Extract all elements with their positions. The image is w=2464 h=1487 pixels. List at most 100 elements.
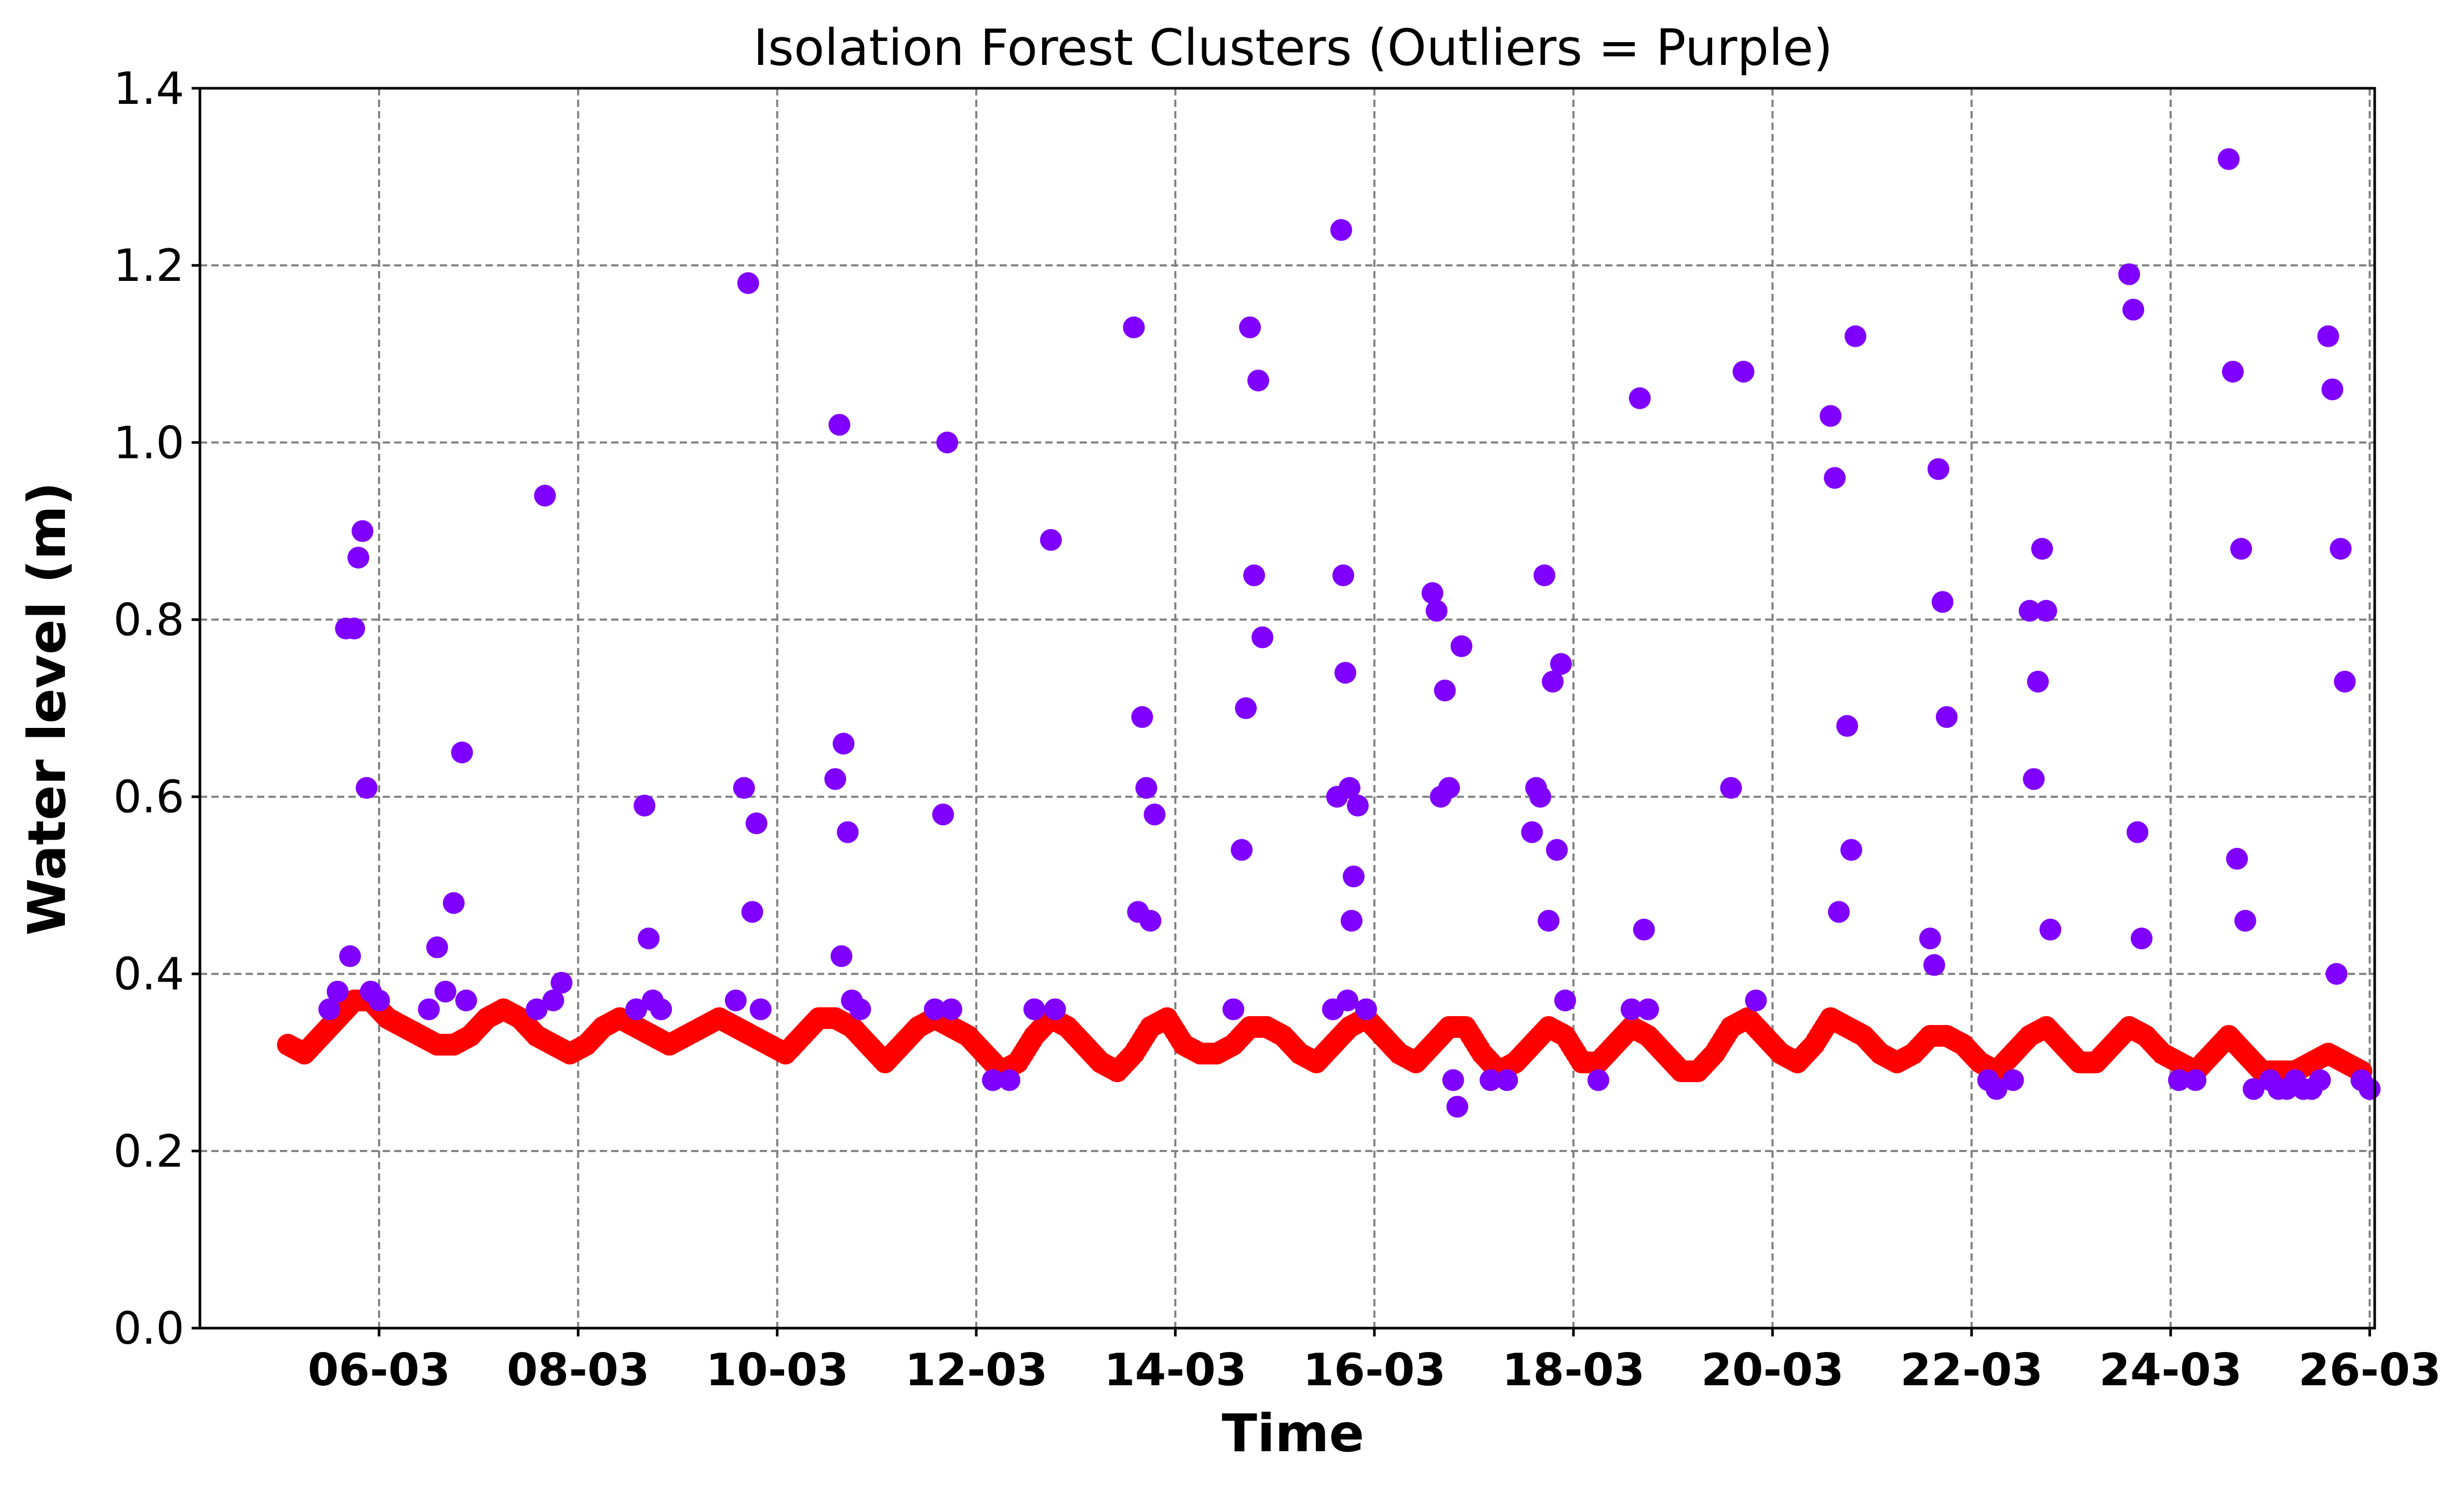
x-tick-label: 06-03 <box>307 1344 450 1396</box>
outlier-point <box>1824 467 1846 489</box>
outlier-point <box>418 998 440 1020</box>
outlier-point <box>1533 564 1556 587</box>
outlier-point <box>1023 998 1045 1020</box>
outlier-point <box>1637 998 1659 1020</box>
outlier-point <box>2168 1069 2190 1091</box>
outlier-point <box>824 768 846 790</box>
outlier-point <box>2039 918 2062 941</box>
outlier-point <box>1828 901 1850 923</box>
outlier-point <box>1931 591 1954 613</box>
outlier-point <box>347 547 370 569</box>
outlier-point <box>1633 918 1655 941</box>
outlier-point <box>650 998 672 1020</box>
x-tick-label: 10-03 <box>706 1344 849 1396</box>
outlier-point <box>1421 582 1444 604</box>
y-axis-label: Water level (m) <box>17 482 77 936</box>
y-tick-label: 1.2 <box>113 240 184 292</box>
outlier-point <box>1538 910 1560 932</box>
outlier-point <box>2359 1078 2381 1100</box>
outlier-point <box>1330 219 1352 241</box>
outlier-point <box>1235 697 1257 719</box>
outlier-point <box>1334 661 1356 684</box>
y-tick-label: 0.8 <box>113 594 184 646</box>
x-tick-label: 14-03 <box>1104 1344 1247 1396</box>
outlier-point <box>550 971 573 994</box>
outlier-point <box>830 945 853 967</box>
outlier-point <box>1247 369 1270 391</box>
outlier-point <box>1927 458 1949 480</box>
outlier-point <box>1628 387 1651 409</box>
outlier-point <box>936 431 959 454</box>
outlier-point <box>741 901 763 923</box>
outlier-point <box>2330 537 2352 560</box>
outlier-point <box>1123 316 1145 339</box>
outlier-point <box>724 989 747 1011</box>
outlier-point <box>318 998 341 1020</box>
grid-lines <box>200 88 2375 1328</box>
outlier-point <box>1332 564 1354 587</box>
outlier-point <box>849 998 871 1020</box>
outlier-point <box>1239 316 1261 339</box>
outlier-point <box>1442 1069 1464 1091</box>
outlier-point <box>1251 626 1274 648</box>
outlier-point <box>426 936 448 958</box>
x-tick-label: 24-03 <box>2099 1344 2242 1396</box>
x-tick-label: 26-03 <box>2298 1344 2441 1396</box>
x-axis-label: Time <box>1222 1403 1365 1464</box>
outlier-point <box>356 777 378 799</box>
outlier-point <box>1836 715 1859 737</box>
outlier-point <box>1143 803 1166 826</box>
outlier-point <box>2325 963 2348 985</box>
outlier-point <box>1425 600 1448 622</box>
outlier-point <box>1554 989 1577 1011</box>
outlier-point <box>1542 670 1564 693</box>
outlier-point <box>542 989 564 1011</box>
outlier-point <box>1336 989 1358 1011</box>
data-points <box>277 148 2381 1118</box>
outlier-point <box>1342 866 1365 888</box>
outlier-point <box>2321 378 2344 400</box>
outlier-point <box>837 821 859 843</box>
outlier-point <box>339 945 361 967</box>
y-tick-label: 0.2 <box>113 1126 184 1178</box>
outlier-point <box>2018 600 2041 622</box>
outlier-point <box>2002 1069 2024 1091</box>
y-tick-label: 0.4 <box>113 949 184 1001</box>
outlier-point <box>2217 148 2240 170</box>
y-tick-label: 1.0 <box>113 417 184 469</box>
outlier-point <box>2309 1069 2331 1091</box>
outlier-point <box>1521 821 1543 843</box>
outlier-point <box>1919 927 1941 950</box>
outlier-point <box>1434 679 1456 701</box>
outlier-point <box>1935 706 1958 728</box>
outlier-point <box>940 998 963 1020</box>
outlier-point <box>2023 768 2045 790</box>
outlier-point <box>1479 1069 1502 1091</box>
outlier-point <box>924 998 946 1020</box>
outlier-point <box>1529 786 1552 808</box>
outlier-point <box>733 777 755 799</box>
outlier-point <box>451 741 473 764</box>
outlier-point <box>327 980 349 1003</box>
outlier-point <box>343 617 366 640</box>
outlier-point <box>828 414 851 436</box>
outlier-point <box>1546 839 1568 861</box>
x-tick-label: 20-03 <box>1701 1344 1844 1396</box>
outlier-point <box>2221 360 2244 383</box>
x-tick-label: 08-03 <box>507 1344 650 1396</box>
outlier-point <box>1139 910 1162 932</box>
outlier-point <box>1923 954 1945 976</box>
outlier-point <box>2242 1078 2265 1100</box>
outlier-point <box>1745 989 1767 1011</box>
chart-title: Isolation Forest Clusters (Outliers = Pu… <box>753 19 1833 77</box>
outlier-point <box>981 1069 1004 1091</box>
outlier-point <box>1347 794 1369 817</box>
outlier-point <box>1340 910 1363 932</box>
outlier-point <box>442 892 465 914</box>
outlier-point <box>352 520 374 542</box>
outlier-point <box>534 484 556 507</box>
x-tick-label: 16-03 <box>1303 1344 1446 1396</box>
outlier-point <box>526 998 548 1020</box>
outlier-point <box>1840 839 1863 861</box>
plot-frame <box>198 87 2376 1330</box>
